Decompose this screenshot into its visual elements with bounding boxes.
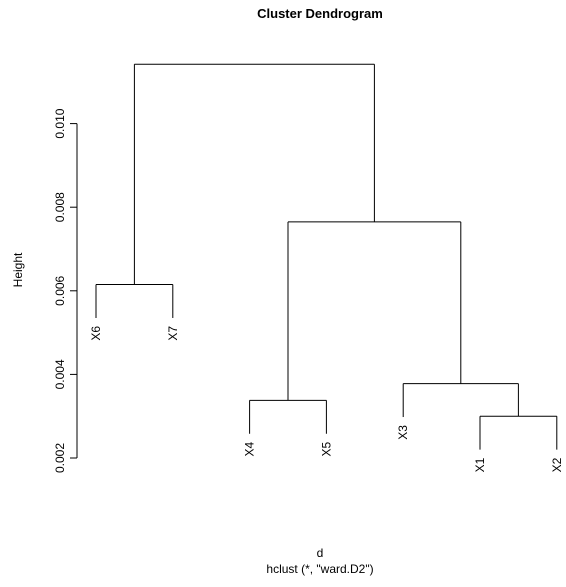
y-tick-label: 0.004 (53, 359, 67, 389)
method-subtitle: hclust (*, "ward.D2") (266, 562, 373, 576)
leaf-label-x6: X6 (89, 326, 103, 341)
leaf-label-x3: X3 (396, 425, 410, 440)
y-tick-label: 0.010 (53, 108, 67, 138)
leaf-labels: X6 X7 X4 X5 X3 X1 X2 (89, 326, 564, 473)
chart-title: Cluster Dendrogram (257, 6, 383, 21)
y-tick-label: 0.002 (53, 443, 67, 473)
y-axis-label: Height (11, 252, 25, 287)
y-tick-label: 0.006 (53, 275, 67, 305)
leaf-label-x1: X1 (473, 457, 487, 472)
leaf-label-x2: X2 (550, 457, 564, 472)
y-tick-label: 0.008 (53, 192, 67, 222)
leaf-label-x7: X7 (166, 326, 180, 341)
y-axis-ticks: 0.002 0.004 0.006 0.008 0.010 (53, 108, 77, 473)
x-axis-label: d (317, 546, 324, 560)
leaf-label-x5: X5 (319, 441, 333, 456)
y-axis: 0.002 0.004 0.006 0.008 0.010 (53, 108, 78, 473)
dendrogram-branches (95, 63, 558, 450)
leaf-label-x4: X4 (243, 441, 257, 456)
